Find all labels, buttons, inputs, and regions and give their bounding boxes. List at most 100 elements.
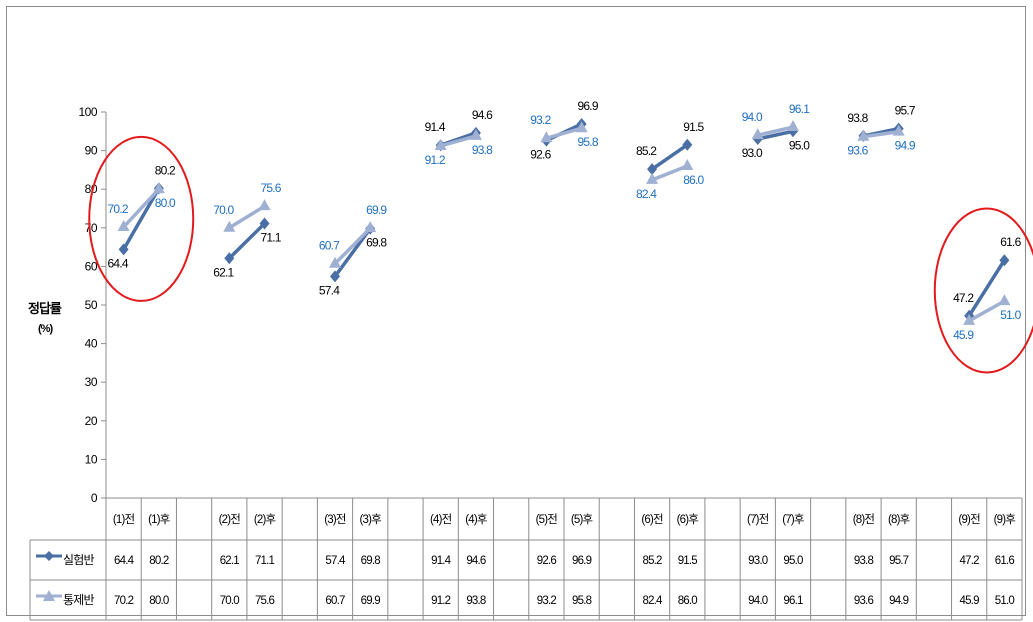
- table-value: 70.2: [114, 595, 134, 607]
- y-tick-label: 100: [78, 105, 97, 119]
- data-label-series-2: 80.0: [155, 196, 176, 210]
- highlight-ellipse: [88, 135, 195, 302]
- point-series-2: [998, 294, 1011, 306]
- series-line-2: [227, 204, 267, 230]
- data-label-series-2: 75.6: [260, 181, 281, 195]
- table-value: 93.8: [854, 555, 874, 567]
- table-value: 60.7: [325, 595, 345, 607]
- data-label-series-1: 47.2: [953, 291, 974, 305]
- category-label: (5)후: [571, 513, 593, 526]
- point-series-1: [999, 254, 1010, 267]
- category-label: (2)전: [219, 513, 241, 526]
- data-label-series-1: 95.7: [895, 104, 916, 118]
- series-line-2: [544, 126, 584, 140]
- point-series-2: [963, 313, 976, 325]
- category-label: (8)후: [888, 513, 910, 526]
- series-line-1: [121, 186, 161, 252]
- series-line-2: [438, 134, 478, 148]
- table-value: 91.4: [431, 555, 452, 567]
- data-label-series-2: 91.2: [425, 153, 446, 167]
- data-label-series-2: 45.9: [953, 328, 974, 342]
- data-label-series-2: 94.0: [742, 110, 763, 124]
- series-line-1: [227, 221, 267, 261]
- data-label-series-1: 62.1: [213, 265, 234, 279]
- y-axis-unit: (%): [38, 323, 53, 335]
- table-value: 61.6: [995, 555, 1015, 567]
- table-value: 93.0: [748, 555, 768, 567]
- category-label: (9)후: [994, 513, 1016, 526]
- series-line-1: [650, 143, 690, 171]
- y-tick-label: 90: [85, 144, 98, 158]
- data-label-series-2: 93.6: [847, 144, 868, 158]
- legend-marker-diamond: [44, 551, 54, 561]
- point-series-2: [434, 138, 447, 150]
- table-value: 94.0: [748, 595, 768, 607]
- data-label-series-2: 51.0: [1000, 308, 1021, 322]
- y-tick-label: 70: [85, 221, 98, 235]
- y-tick-label: 0: [91, 491, 98, 505]
- table-value: 75.6: [255, 595, 275, 607]
- point-series-1: [682, 138, 693, 151]
- category-label: (3)후: [360, 513, 382, 526]
- series-line-1: [967, 258, 1007, 318]
- table-value: 96.1: [783, 595, 803, 607]
- table-value: 45.9: [960, 595, 980, 607]
- table-value: 91.2: [431, 595, 451, 607]
- y-tick-label: 80: [85, 182, 98, 196]
- point-series-2: [469, 128, 482, 140]
- point-series-2: [223, 220, 236, 232]
- data-label-series-1: 71.1: [260, 231, 281, 245]
- category-label: (4)전: [430, 513, 452, 526]
- category-label: (2)후: [254, 513, 276, 526]
- y-tick-label: 60: [85, 259, 98, 273]
- table-value: 82.4: [642, 595, 663, 607]
- data-label-series-1: 57.4: [319, 283, 340, 297]
- data-label-series-2: 82.4: [636, 187, 657, 201]
- table-value: 94.6: [466, 555, 486, 567]
- table-value: 95.7: [889, 555, 909, 567]
- data-label-series-1: 93.0: [742, 146, 763, 160]
- point-series-1: [224, 252, 235, 265]
- chart-frame: [6, 6, 1026, 616]
- data-label-series-2: 60.7: [319, 239, 340, 253]
- category-label: (6)전: [641, 513, 663, 526]
- data-label-series-1: 94.6: [472, 108, 493, 122]
- table-value: 95.0: [783, 555, 803, 567]
- table-value: 62.1: [220, 555, 240, 567]
- data-label-series-1: 95.0: [789, 138, 810, 152]
- data-label-series-2: 95.8: [578, 135, 599, 149]
- category-label: (8)전: [853, 513, 875, 526]
- legend-label: 실험반: [63, 553, 94, 567]
- y-tick-label: 10: [85, 452, 98, 466]
- table-value: 80.0: [149, 595, 169, 607]
- table-value: 80.2: [149, 555, 169, 567]
- category-label: (9)전: [958, 513, 980, 526]
- data-label-series-1: 80.2: [155, 163, 176, 177]
- series-line-2: [967, 299, 1007, 323]
- data-label-series-2: 70.0: [213, 203, 234, 217]
- data-label-series-1: 69.8: [366, 236, 387, 250]
- point-series-2: [646, 172, 659, 184]
- series-line-2: [861, 129, 901, 139]
- point-series-2: [787, 120, 799, 132]
- data-label-series-2: 96.1: [789, 102, 810, 116]
- category-label: (1)전: [113, 513, 135, 526]
- table-value: 64.4: [114, 555, 135, 567]
- point-series-1: [330, 270, 340, 283]
- series-line-2: [121, 187, 161, 229]
- data-label-series-2: 69.9: [366, 203, 387, 217]
- legend-marker-triangle: [43, 590, 55, 601]
- point-series-2: [258, 199, 271, 211]
- data-label-series-1: 61.6: [1000, 235, 1021, 249]
- point-series-2: [575, 121, 588, 133]
- y-tick-label: 30: [85, 375, 98, 389]
- point-series-2: [892, 124, 905, 136]
- table-value: 93.2: [537, 595, 557, 607]
- point-series-2: [364, 221, 377, 233]
- table-value: 93.8: [466, 595, 486, 607]
- table-value: 51.0: [995, 595, 1015, 607]
- data-label-series-1: 96.9: [578, 99, 599, 113]
- data-label-series-1: 93.8: [847, 111, 868, 125]
- data-label-series-1: 91.5: [683, 120, 704, 134]
